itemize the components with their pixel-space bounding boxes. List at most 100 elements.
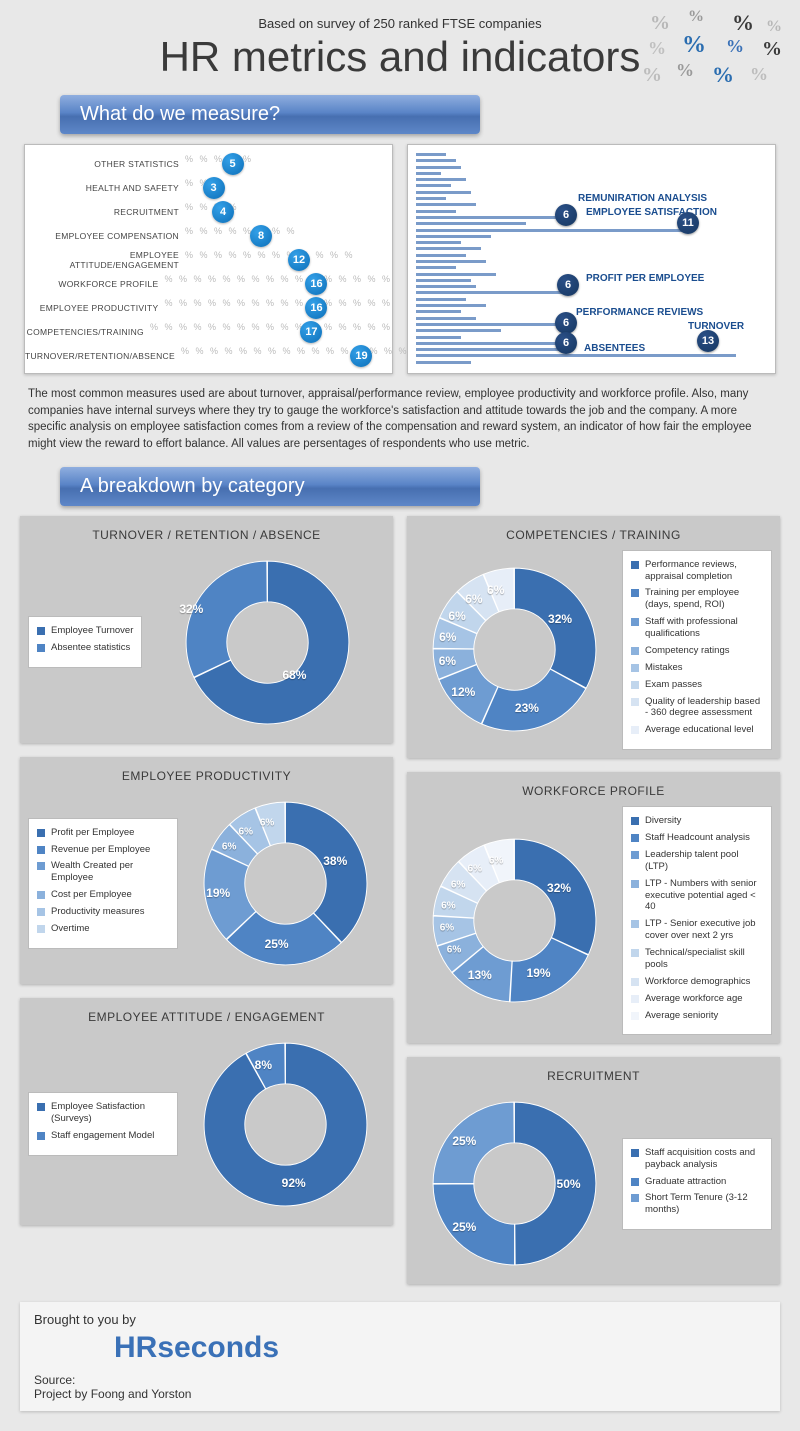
dot-row-badge: 17 <box>300 321 322 343</box>
dot-row-label: WORKFORCE PROFILE <box>25 279 164 289</box>
dot-row: EMPLOYEE PRODUCTIVITY% % % % % % % % % %… <box>25 297 392 319</box>
legend-label: Employee Satisfaction (Surveys) <box>51 1101 169 1125</box>
chart-body: Staff acquisition costs and payback anal… <box>415 1091 772 1276</box>
legend-item: Diversity <box>631 815 763 827</box>
legend-label: LTP - Senior executive job cover over ne… <box>645 918 763 942</box>
dot-row-label: EMPLOYEE ATTITUDE/ENGAGEMENT <box>25 250 185 270</box>
callout-label: PERFORMANCE REVIEWS <box>576 307 703 318</box>
chart-legend: Diversity Staff Headcount analysis Leaders… <box>622 806 772 1035</box>
bar-line <box>416 329 501 332</box>
bar-line <box>416 184 451 187</box>
bar-line <box>416 323 566 326</box>
dot-row-label: TURNOVER/RETENTION/ABSENCE <box>25 351 181 361</box>
legend-swatch <box>631 851 639 859</box>
legend-swatch <box>37 627 45 635</box>
callout-badge: 6 <box>555 204 577 226</box>
chart-body: Performance reviews, appraisal completio… <box>415 550 772 751</box>
dot-row-bg: % % % % % % % % <box>185 226 392 236</box>
dot-row-badge: 3 <box>203 177 225 199</box>
legend-label: Graduate attraction <box>645 1176 726 1188</box>
legend-label: Leadership talent pool (LTP) <box>645 849 763 873</box>
legend-label: Competency ratings <box>645 645 729 657</box>
dot-row-track: % % % % % % % % % % % % % % % % 16 <box>164 298 392 318</box>
callout-badge: 6 <box>557 274 579 296</box>
dot-row-track: % % % % % 5 <box>185 154 392 174</box>
chart-card: WORKFORCE PROFILEDiversityStaff Headcoun… <box>407 772 780 1043</box>
chart-body: Diversity Staff Headcount analysis Leaders… <box>415 806 772 1035</box>
bar-line <box>416 166 461 169</box>
donut-wrap: 32%23%12%6%6%6%6%6% <box>415 557 614 742</box>
bar-line <box>416 222 526 225</box>
bar-line <box>416 203 476 206</box>
legend-swatch <box>37 846 45 854</box>
dot-row-track: % % % 3 <box>185 178 392 198</box>
legend-item: Short Term Tenure (3-12 months) <box>631 1192 763 1216</box>
legend-label: Wealth Created per Employee <box>51 860 169 884</box>
legend-item: Employee Satisfaction (Surveys) <box>37 1101 169 1125</box>
chart-title: COMPETENCIES / TRAINING <box>415 528 772 542</box>
legend-swatch <box>631 920 639 928</box>
bar-line <box>416 273 496 276</box>
chart-title: RECRUITMENT <box>415 1069 772 1083</box>
dot-row-badge: 8 <box>250 225 272 247</box>
legend-label: Staff Headcount analysis <box>645 832 750 844</box>
bar-line <box>416 310 461 313</box>
legend-swatch <box>37 891 45 899</box>
dot-row-badge: 16 <box>305 297 327 319</box>
legend-item: Staff with professional qualifications <box>631 616 763 640</box>
dot-row-track: % % % % % % % % % % % % 12 <box>185 250 392 270</box>
legend-label: Workforce demographics <box>645 976 750 988</box>
dot-row: HEALTH AND SAFETY% % % 3 <box>25 177 392 199</box>
bar-line <box>416 241 461 244</box>
legend-swatch <box>631 880 639 888</box>
callout-label: ABSENTEES <box>584 343 645 354</box>
dot-row-badge: 4 <box>212 201 234 223</box>
bar-line <box>416 247 481 250</box>
footer-source: Project by Foong and Yorston <box>34 1387 766 1401</box>
bar-line <box>416 304 486 307</box>
legend-swatch <box>631 1194 639 1202</box>
bar-line <box>416 317 476 320</box>
chart-card: EMPLOYEE PRODUCTIVITYProfit per Employee… <box>20 757 393 984</box>
dot-row: EMPLOYEE ATTITUDE/ENGAGEMENT% % % % % % … <box>25 249 392 271</box>
bar-line <box>416 361 471 364</box>
callout-badge: 6 <box>555 332 577 354</box>
bar-line <box>416 298 466 301</box>
bar-line <box>416 216 566 219</box>
dot-row: TURNOVER/RETENTION/ABSENCE% % % % % % % … <box>25 345 392 367</box>
chart-legend: Employee Satisfaction (Surveys) Staff eng… <box>28 1092 178 1156</box>
dot-row: COMPETENCIES/TRAINING% % % % % % % % % %… <box>25 321 392 343</box>
legend-swatch <box>631 995 639 1003</box>
donut-wrap: 50%25%25% <box>415 1091 614 1276</box>
legend-label: Technical/specialist skill pools <box>645 947 763 971</box>
callout-label: PROFIT PER EMPLOYEE <box>586 273 704 284</box>
legend-swatch <box>631 834 639 842</box>
legend-swatch <box>631 561 639 569</box>
legend-swatch <box>631 817 639 825</box>
legend-label: Staff engagement Model <box>51 1130 154 1142</box>
legend-label: Employee Turnover <box>51 625 133 637</box>
footer-source-label: Source: <box>34 1373 766 1387</box>
legend-item: Employee Turnover <box>37 625 133 637</box>
legend-swatch <box>631 1178 639 1186</box>
dot-row-badge: 12 <box>288 249 310 271</box>
legend-swatch <box>631 1149 639 1157</box>
legend-label: Staff with professional qualifications <box>645 616 763 640</box>
dot-row-track: % % % % % % % % 8 <box>185 226 392 246</box>
chart-card: EMPLOYEE ATTITUDE / ENGAGEMENTEmployee S… <box>20 998 393 1225</box>
chart-legend: Profit per EmployeeRevenue per EmployeeW… <box>28 818 178 949</box>
legend-label: Average workforce age <box>645 993 743 1005</box>
legend-swatch <box>37 862 45 870</box>
legend-label: Profit per Employee <box>51 827 134 839</box>
legend-swatch <box>631 698 639 706</box>
legend-label: LTP - Numbers with senior executive pote… <box>645 878 763 914</box>
bar-line <box>416 342 566 345</box>
legend-label: Performance reviews, appraisal completio… <box>645 559 763 583</box>
callout-label: REMUNIRATION ANALYSIS <box>578 193 707 204</box>
legend-label: Quality of leadership based - 360 degree… <box>645 696 763 720</box>
legend-item: Staff engagement Model <box>37 1130 169 1142</box>
legend-swatch <box>631 647 639 655</box>
chart-card: RECRUITMENT Staff acquisition costs and p… <box>407 1057 780 1284</box>
chart-card: TURNOVER / RETENTION / ABSENCEEmployee T… <box>20 516 393 743</box>
legend-swatch <box>37 908 45 916</box>
